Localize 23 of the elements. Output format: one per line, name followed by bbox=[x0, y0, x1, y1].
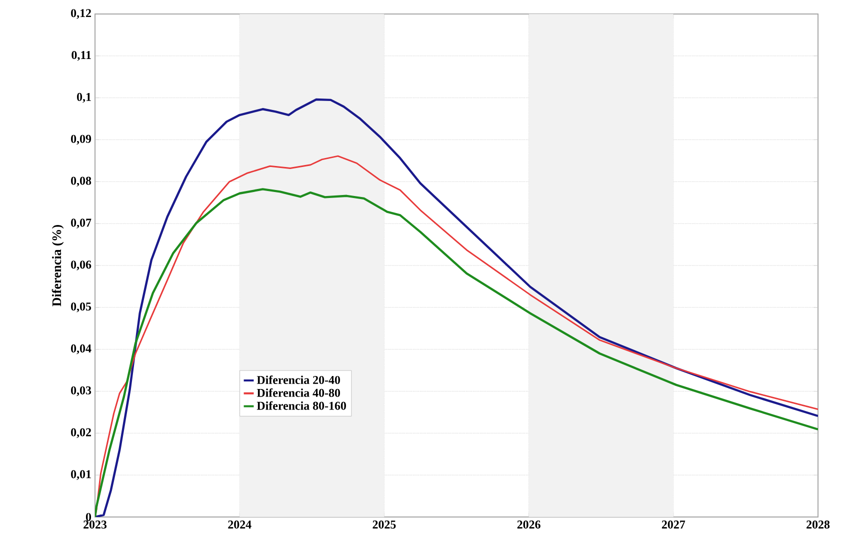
x-tick-label: 2026 bbox=[517, 520, 540, 529]
y-tick-label: 0 bbox=[86, 512, 92, 522]
y-tick-label: 0,05 bbox=[71, 302, 92, 312]
y-tick-label: 0,04 bbox=[71, 344, 92, 354]
y-tick-label: 0,12 bbox=[71, 9, 91, 19]
y-tick-label: 0,1 bbox=[77, 92, 91, 103]
y-tick-label: 0,03 bbox=[71, 386, 92, 396]
x-tick-label: 2024 bbox=[228, 520, 252, 529]
y-axis-title: Diferencia (%) bbox=[52, 224, 64, 306]
x-tick-label: 2027 bbox=[662, 520, 686, 529]
y-tick-label: 0,01 bbox=[71, 470, 91, 480]
legend-label: Diferencia 20-40 bbox=[256, 375, 340, 384]
y-tick-label: 0,09 bbox=[71, 134, 92, 145]
y-tick-label: 0,08 bbox=[71, 176, 92, 187]
y-tick-label: 0,11 bbox=[72, 50, 91, 61]
legend-label: Diferencia 80-160 bbox=[256, 401, 346, 410]
x-tick-label: 2023 bbox=[84, 520, 107, 529]
y-tick-label: 0,07 bbox=[71, 218, 92, 228]
legend-label: Diferencia 40-80 bbox=[256, 388, 340, 397]
y-tick-label: 0,06 bbox=[71, 260, 92, 270]
y-tick-label: 0,02 bbox=[71, 428, 91, 438]
x-tick-label: 2028 bbox=[806, 520, 830, 529]
x-tick-label: 2025 bbox=[372, 520, 396, 529]
